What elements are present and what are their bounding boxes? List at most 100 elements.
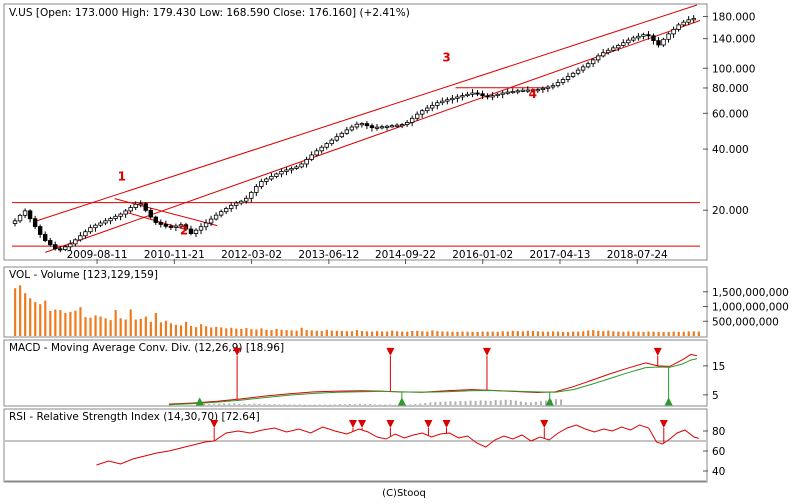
volume-bar bbox=[375, 331, 379, 336]
candle-body bbox=[133, 203, 138, 208]
candle-body bbox=[329, 139, 334, 145]
volume-bar bbox=[401, 331, 404, 336]
candle-body bbox=[249, 191, 254, 199]
candle-body bbox=[560, 79, 566, 83]
buy-marker bbox=[545, 397, 554, 406]
volume-bar bbox=[300, 327, 303, 336]
volume-bar bbox=[627, 331, 630, 336]
price-x-tick-label: 2014-09-22 bbox=[375, 249, 436, 261]
volume-bar bbox=[345, 331, 349, 336]
volume-bar bbox=[335, 330, 338, 336]
volume-bar bbox=[49, 310, 52, 336]
volume-bar bbox=[29, 298, 32, 336]
rsi-line-path bbox=[96, 424, 699, 466]
volume-bar bbox=[682, 331, 685, 336]
macd-histogram-bar bbox=[238, 403, 241, 405]
candle-body bbox=[570, 72, 576, 77]
macd-histogram-bar bbox=[454, 401, 457, 405]
volume-bar bbox=[255, 329, 258, 336]
volume-bar bbox=[280, 329, 283, 336]
candle-body bbox=[218, 211, 224, 216]
candle-body bbox=[359, 123, 365, 126]
macd-histogram-bar bbox=[499, 400, 502, 405]
volume-bar bbox=[370, 331, 374, 336]
volume-bar bbox=[632, 331, 635, 336]
volume-bar bbox=[134, 319, 137, 336]
price-y-tick-label: 100.000 bbox=[712, 63, 755, 75]
candle-body bbox=[158, 222, 164, 225]
macd-histogram-bar bbox=[494, 400, 497, 405]
candle-body bbox=[173, 225, 179, 228]
candle-body bbox=[68, 243, 73, 248]
macd-histogram-bar bbox=[203, 403, 206, 405]
volume-bar bbox=[531, 330, 535, 336]
macd-histogram-bar bbox=[353, 404, 356, 405]
trend-line bbox=[45, 20, 701, 253]
volume-bar bbox=[44, 300, 47, 336]
price-y-tick-label: 180.000 bbox=[712, 11, 755, 23]
macd-histogram-bar bbox=[318, 404, 321, 405]
candle-body bbox=[98, 222, 103, 226]
candle-body bbox=[414, 113, 420, 119]
volume-bar bbox=[285, 330, 288, 336]
volume-bar bbox=[154, 313, 157, 336]
macd-histogram-bar bbox=[524, 402, 527, 405]
candle-body bbox=[616, 44, 621, 49]
macd-histogram-bar bbox=[389, 404, 392, 405]
macd-histogram-bar bbox=[273, 404, 276, 405]
volume-bar bbox=[491, 331, 494, 336]
candle-body bbox=[354, 123, 360, 128]
volume-bar bbox=[270, 330, 273, 336]
volume-panel: VOL - Volume [123,129,159] 500,000,000 1,… bbox=[3, 266, 789, 338]
candle-body bbox=[545, 86, 551, 89]
volume-bar bbox=[657, 331, 660, 336]
candle-body bbox=[259, 181, 264, 187]
volume-bar bbox=[496, 331, 499, 336]
macd-histogram-bar bbox=[248, 403, 251, 405]
sell-marker bbox=[482, 347, 491, 356]
volume-bar bbox=[99, 316, 102, 336]
volume-bar bbox=[215, 326, 218, 336]
volume-bar bbox=[174, 324, 178, 336]
rsi-sell-marker bbox=[210, 420, 219, 428]
volume-bar bbox=[647, 331, 650, 336]
volume-bar bbox=[19, 285, 22, 336]
candle-body bbox=[78, 235, 83, 241]
volume-bar bbox=[295, 330, 298, 336]
price-y-tick-label: 20.000 bbox=[712, 205, 749, 217]
volume-bar bbox=[587, 330, 590, 336]
macd-histogram-bar bbox=[358, 403, 361, 405]
volume-bar bbox=[381, 331, 384, 336]
candle-body bbox=[208, 218, 214, 224]
candle-body bbox=[289, 168, 294, 171]
macd-line bbox=[168, 353, 698, 405]
price-x-tick-label: 2017-04-13 bbox=[529, 249, 590, 261]
candle-body bbox=[621, 42, 626, 46]
volume-bar bbox=[396, 331, 399, 336]
macd-histogram-bar bbox=[374, 404, 377, 405]
volume-bar bbox=[431, 330, 434, 336]
macd-histogram-bar bbox=[253, 403, 256, 405]
price-x-tick-label: 2012-03-02 bbox=[221, 249, 282, 261]
candle-body bbox=[344, 129, 350, 134]
volume-bar bbox=[159, 322, 163, 336]
price-panel: V.US [Open: 173.000 High: 179.430 Low: 1… bbox=[3, 3, 755, 264]
candle-body bbox=[339, 132, 344, 138]
candle-body bbox=[228, 204, 234, 209]
volume-bar bbox=[697, 331, 700, 336]
candle-body bbox=[555, 82, 561, 87]
candle-body bbox=[369, 125, 375, 129]
candle-body bbox=[37, 226, 43, 235]
candle-body bbox=[606, 49, 611, 54]
candle-body bbox=[515, 90, 520, 93]
candle-body bbox=[404, 122, 410, 125]
macd-histogram-bar bbox=[313, 404, 316, 406]
macd-histogram-bar bbox=[268, 404, 271, 405]
candle-body bbox=[304, 159, 309, 165]
candle-body bbox=[445, 99, 450, 102]
macd-panel-frame bbox=[3, 339, 708, 407]
macd-histogram-bar bbox=[464, 401, 467, 405]
rsi-y-tick-label: 60 bbox=[712, 446, 725, 458]
candle-body bbox=[143, 203, 148, 211]
